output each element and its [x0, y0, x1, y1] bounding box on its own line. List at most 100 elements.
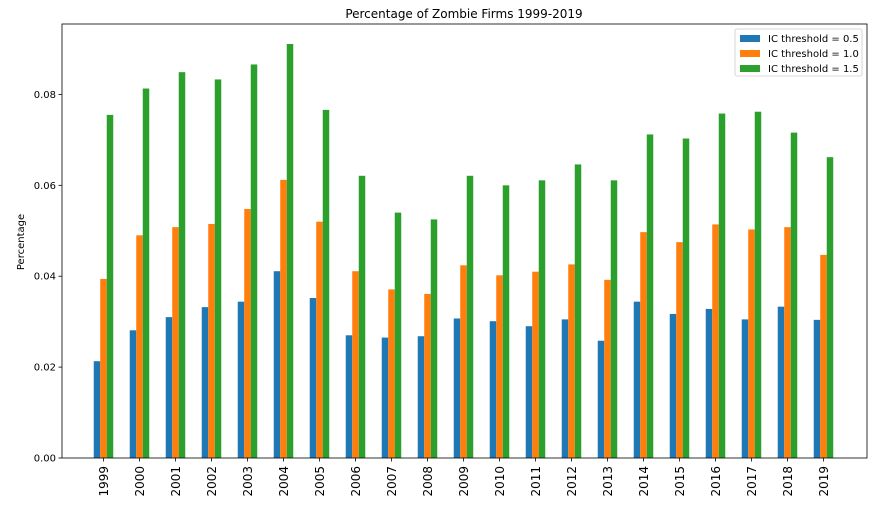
x-tick-label: 2000 [133, 466, 147, 497]
y-tick-label: 0.08 [34, 90, 56, 101]
x-tick-label: 2004 [277, 466, 291, 497]
bar-series1-2007 [381, 337, 389, 458]
bar-series2-2000 [136, 235, 143, 458]
x-tick-label: 2008 [421, 466, 435, 497]
x-tick-label: 2016 [709, 466, 723, 497]
bar-series3-2014 [646, 134, 654, 458]
x-tick-label: 1999 [97, 466, 111, 497]
bar-series2-1999 [100, 278, 107, 458]
x-tick-label: 2017 [745, 466, 759, 497]
bar-series2-2010 [496, 275, 503, 458]
bar-series1-2006 [345, 335, 353, 458]
x-tick-label: 2001 [169, 466, 183, 497]
bar-series2-2019 [820, 254, 827, 458]
y-tick-label: 0.06 [34, 181, 56, 192]
bar-series2-2005 [316, 221, 323, 458]
bar-series2-2015 [676, 242, 683, 458]
bar-series1-2001 [165, 317, 173, 458]
bar-series1-1999 [93, 361, 101, 458]
legend-label-1: IC threshold = 0.5 [768, 34, 859, 45]
x-tick-label: 2009 [457, 466, 471, 497]
bar-series1-2013 [597, 340, 605, 458]
bar-series1-2015 [669, 313, 677, 458]
x-tick-label: 2011 [529, 466, 543, 497]
bar-series2-2003 [244, 208, 251, 458]
bar-series1-2016 [705, 308, 713, 458]
bar-series3-1999 [106, 114, 114, 458]
bar-series1-2004 [273, 271, 281, 458]
bar-series1-2009 [453, 318, 461, 458]
bar-series1-2017 [741, 319, 749, 458]
x-tick-label: 2007 [385, 466, 399, 497]
plot-frame [61, 23, 868, 459]
legend: IC threshold = 0.5 IC threshold = 1.0 IC t… [734, 28, 863, 77]
bar-series2-2011 [532, 271, 539, 458]
bar-series2-2008 [424, 293, 431, 458]
bar-series3-2010 [502, 185, 510, 458]
bar-series2-2018 [784, 227, 791, 458]
y-tick-label: 0.02 [34, 363, 56, 374]
legend-label-3: IC threshold = 1.5 [768, 64, 859, 75]
x-tick-label: 2012 [565, 466, 579, 497]
bar-series2-2016 [712, 224, 719, 458]
y-tick-label: 0.04 [34, 272, 56, 283]
bar-series3-2006 [358, 175, 366, 459]
bar-series3-2018 [790, 132, 798, 459]
bar-series2-2004 [280, 179, 287, 458]
legend-swatch-1 [740, 35, 760, 42]
bar-series3-2017 [754, 111, 762, 459]
bar-series3-2002 [214, 79, 222, 458]
bar-series3-2013 [610, 180, 618, 458]
x-tick-label: 2003 [241, 466, 255, 497]
bar-series3-2003 [250, 64, 258, 458]
bar-series1-2000 [129, 330, 137, 458]
bar-series1-2010 [489, 321, 497, 458]
x-tick-label: 2010 [493, 466, 507, 497]
bar-series1-2018 [777, 306, 785, 458]
x-tick-label: 2019 [817, 466, 831, 497]
bar-series2-2006 [352, 271, 359, 458]
legend-swatch-3 [740, 65, 760, 72]
x-tick-label: 2006 [349, 466, 363, 497]
bar-series2-2007 [388, 289, 395, 458]
x-tick-label: 2018 [781, 466, 795, 497]
bar-series3-2012 [574, 164, 582, 458]
x-tick-label: 2014 [637, 466, 651, 497]
bar-series1-2011 [525, 326, 533, 458]
bar-series1-2005 [309, 298, 317, 458]
bar-series2-2002 [208, 223, 215, 458]
bar-series1-2012 [561, 319, 569, 458]
bar-series1-2014 [633, 301, 641, 458]
bar-series3-2011 [538, 180, 546, 458]
x-tick-label: 2005 [313, 466, 327, 497]
bars-layer [93, 44, 834, 459]
legend-label-2: IC threshold = 1.0 [768, 49, 859, 60]
bar-series3-2019 [826, 157, 834, 458]
x-tick-label: 2013 [601, 466, 615, 497]
bar-series1-2003 [237, 301, 245, 458]
bar-series3-2009 [466, 175, 474, 459]
bar-series1-2008 [417, 336, 425, 458]
bar-series2-2009 [460, 265, 467, 458]
y-axis-label: Percentage [16, 214, 27, 270]
bar-series2-2012 [568, 264, 575, 458]
bar-series3-2005 [322, 109, 330, 458]
bar-series1-2002 [201, 307, 209, 458]
bar-series2-2014 [640, 232, 647, 458]
bar-series3-2001 [178, 72, 186, 459]
x-tick-label: 2002 [205, 466, 219, 497]
bar-series2-2013 [604, 279, 611, 458]
bar-series3-2004 [286, 44, 294, 458]
bar-series3-2016 [718, 113, 726, 458]
y-tick-label: 0.00 [34, 454, 56, 465]
bar-series3-2000 [142, 88, 150, 458]
bar-series2-2001 [172, 227, 179, 458]
legend-swatch-2 [740, 50, 760, 57]
chart-title: Percentage of Zombie Firms 1999-2019 [345, 7, 582, 21]
bar-series3-2007 [394, 212, 402, 458]
bar-series3-2015 [682, 138, 690, 458]
axes-layer: 0.00 0.02 0.04 0.06 0.08 1999 2000 2001 2002 2003… [34, 23, 868, 497]
legend-box [734, 28, 863, 77]
